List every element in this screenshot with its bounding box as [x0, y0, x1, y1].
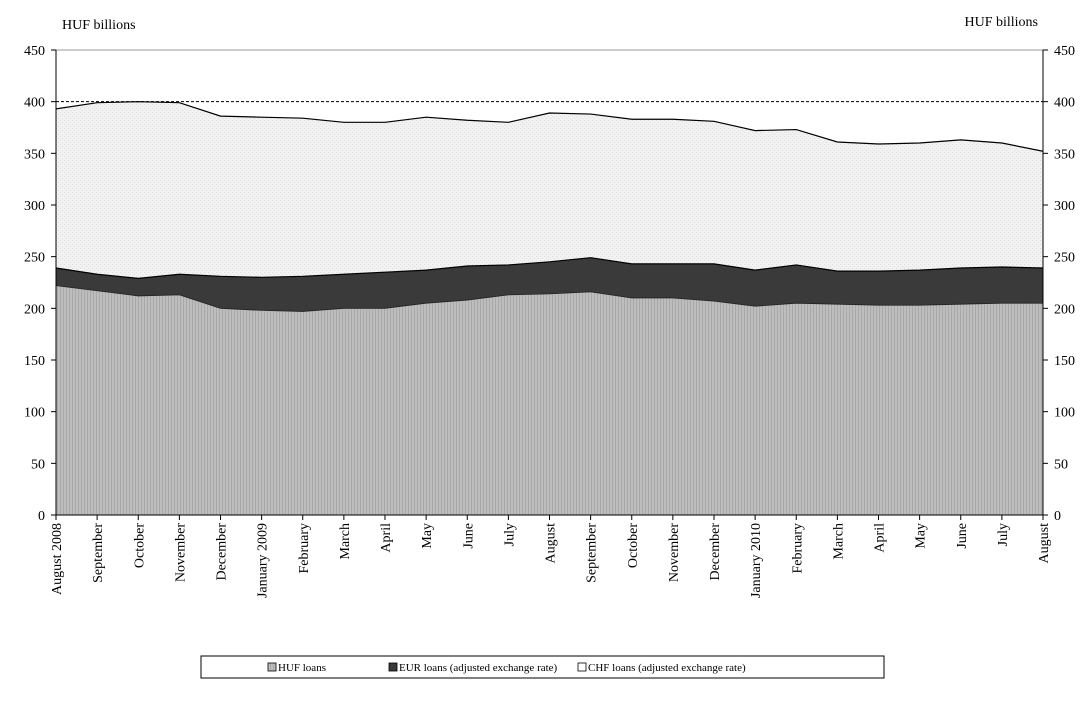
legend-label-eur: EUR loans (adjusted exchange rate) [399, 662, 558, 674]
x-tick-label: May [420, 523, 435, 549]
left-y-tick-label: 50 [31, 457, 45, 472]
x-tick-label: September [585, 523, 600, 583]
x-tick-label: March [338, 523, 353, 560]
x-tick-label: June [461, 523, 476, 549]
left-y-tick-label: 350 [24, 147, 45, 162]
left-y-tick-label: 200 [24, 302, 45, 317]
x-tick-label: July [996, 523, 1011, 546]
left-y-tick-label: 450 [24, 44, 45, 59]
area-huf-loans [56, 285, 1043, 515]
legend: HUF loans EUR loans (adjusted exchange r… [200, 655, 885, 679]
right-y-tick-label: 300 [1054, 199, 1075, 214]
series-lines-group [55, 101, 1044, 312]
legend-label-huf: HUF loans [278, 662, 326, 674]
legend-label-chf: CHF loans (adjusted exchange rate) [588, 662, 746, 674]
legend-item-chf: CHF loans (adjusted exchange rate) [577, 662, 746, 674]
left-y-tick-label: 0 [38, 509, 45, 524]
left-y-tick-label: 100 [24, 406, 45, 421]
area-chf-loans [56, 101, 1043, 279]
x-tick-label: September [91, 523, 106, 583]
left-axis-unit-label: HUF billions [62, 18, 136, 33]
right-y-tick-label: 0 [1054, 509, 1061, 524]
x-tick-label: August 2008 [50, 523, 65, 595]
x-tick-label: December [708, 523, 723, 581]
area-series-group [56, 101, 1043, 515]
right-y-tick-label: 50 [1054, 457, 1068, 472]
x-tick-label: August [544, 523, 559, 564]
left-y-tick-label: 400 [24, 96, 45, 111]
x-tick-label: March [831, 523, 846, 560]
right-y-tick-label: 200 [1054, 302, 1075, 317]
legend-item-huf: HUF loans [267, 662, 326, 674]
legend-swatch-chf [577, 662, 587, 672]
left-y-tick-label: 150 [24, 354, 45, 369]
left-y-tick-label: 250 [24, 251, 45, 266]
legend-swatch-eur [388, 662, 398, 672]
x-tick-label: November [173, 523, 188, 582]
area-eur-loans [56, 257, 1043, 312]
right-y-tick-label: 150 [1054, 354, 1075, 369]
x-tick-label: April [873, 523, 888, 553]
x-tick-label: February [297, 523, 312, 574]
x-tick-label: April [379, 523, 394, 553]
series-top-line-huf [55, 285, 1043, 312]
right-y-tick-label: 350 [1054, 147, 1075, 162]
legend-box [200, 655, 885, 679]
legend-item-eur: EUR loans (adjusted exchange rate) [388, 662, 558, 674]
legend-swatch-huf [267, 662, 277, 672]
x-tick-label: July [502, 523, 517, 546]
x-ticks: August 2008 September October November Decem… [50, 515, 1052, 598]
x-tick-label: October [132, 523, 147, 568]
x-tick-label: January 2010 [749, 523, 764, 598]
left-y-ticks: 0 50 100 150 200 250 300 350 400 450 [24, 44, 56, 524]
right-axis-unit-label: HUF billions [964, 15, 1038, 30]
series-top-line-chf [55, 101, 1044, 152]
x-tick-label: May [914, 523, 929, 549]
series-top-line-eur [55, 257, 1044, 279]
x-tick-label: February [790, 523, 805, 574]
x-tick-label: January 2009 [256, 523, 271, 598]
right-y-tick-label: 100 [1054, 406, 1075, 421]
x-tick-label: October [626, 523, 641, 568]
right-y-tick-label: 400 [1054, 96, 1075, 111]
x-tick-label: December [215, 523, 230, 581]
x-tick-label: August [1037, 523, 1052, 564]
x-tick-label: November [667, 523, 682, 582]
left-y-tick-label: 300 [24, 199, 45, 214]
x-tick-label: June [955, 523, 970, 549]
right-y-tick-label: 450 [1054, 44, 1075, 59]
right-y-ticks: 0 50 100 150 200 250 300 350 400 450 [1043, 44, 1075, 524]
right-y-tick-label: 250 [1054, 251, 1075, 266]
